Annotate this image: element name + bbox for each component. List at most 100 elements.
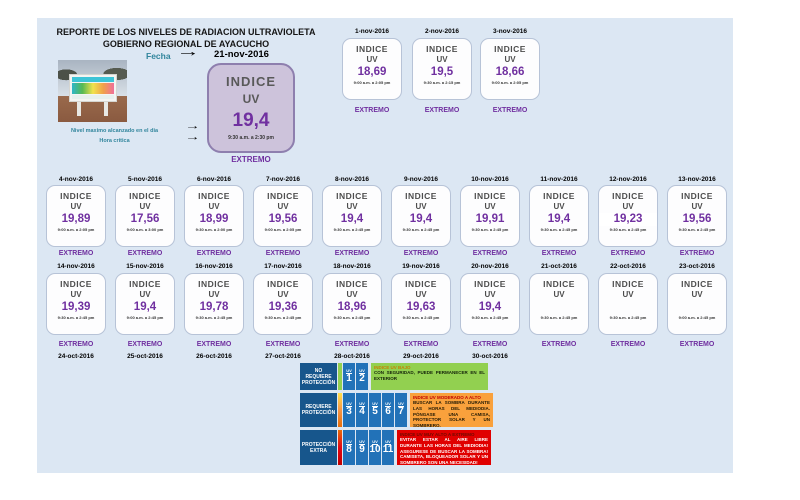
uv-tag-label: UV bbox=[346, 367, 352, 374]
uv-card[interactable]: INDICE UV 18,99 9:30 a.m. a 2:00 pm bbox=[184, 185, 244, 247]
uv-card[interactable]: INDICE UV 19,4 9:30 a.m. a 2:45 pm bbox=[391, 185, 451, 247]
extra-date-label: 26-oct-2016 bbox=[196, 353, 232, 360]
legend-info-header: INDICE UV MUY ALTO A EXTREMO bbox=[400, 432, 475, 437]
uv-card[interactable]: INDICE UV 19,23 9:30 a.m. a 2:45 pm bbox=[598, 185, 658, 247]
card-date: 22-oct-2016 bbox=[610, 263, 646, 270]
featured-time-range: 9:30 a.m. a 2:30 pm bbox=[228, 135, 274, 141]
card-indice-label: INDICE bbox=[336, 191, 368, 201]
card-time-range: 9:30 a.m. a 2:45 pm bbox=[402, 315, 440, 320]
card-time-range: 9:30 a.m. a 2:00 pm bbox=[195, 227, 233, 232]
uv-card[interactable]: INDICE UV 18,96 9:30 a.m. a 2:45 pm bbox=[322, 273, 382, 335]
uv-card[interactable]: INDICE UV 19,39 9:30 a.m. a 2:45 pm bbox=[46, 273, 106, 335]
uv-card[interactable]: INDICE UV 18,66 9:00 a.m. a 2:05 pm bbox=[480, 38, 540, 100]
uv-card[interactable]: INDICE UV 19,4 9:30 a.m. a 2:45 pm bbox=[529, 185, 589, 247]
card-uv-label: UV bbox=[691, 290, 703, 299]
card-uv-label: UV bbox=[366, 55, 378, 64]
featured-uv-card[interactable]: INDICE UV 19,4 9:30 a.m. a 2:30 pm bbox=[207, 63, 295, 153]
card-uv-value: 19,5 bbox=[430, 66, 454, 78]
uv-card[interactable]: INDICE UV 9:30 a.m. a 2:45 pm bbox=[598, 273, 658, 335]
uv-level-number: 10 bbox=[369, 443, 381, 455]
card-uv-value: 19,36 bbox=[268, 301, 298, 313]
uv-card[interactable]: INDICE UV 19,91 9:30 a.m. a 2:45 pm bbox=[460, 185, 520, 247]
uv-level-box: UV 2 bbox=[356, 363, 368, 390]
card-indice-label: INDICE bbox=[129, 279, 161, 289]
uv-level-box: UV 6 bbox=[382, 393, 394, 427]
card-date: 4-nov-2016 bbox=[59, 176, 93, 183]
uv-card[interactable]: INDICE UV 18,69 9:00 a.m. a 2:05 pm bbox=[342, 38, 402, 100]
uv-level-box: UV 7 bbox=[395, 393, 407, 427]
card-indice-label: INDICE bbox=[60, 279, 92, 289]
card-time-range: 9:30 a.m. a 2:45 pm bbox=[264, 315, 302, 320]
card-status-badge: EXTREMO bbox=[265, 341, 301, 348]
uv-card[interactable]: INDICE UV 19,56 9:00 a.m. a 2:05 pm bbox=[253, 185, 313, 247]
card-indice-label: INDICE bbox=[60, 191, 92, 201]
card-uv-label: UV bbox=[208, 202, 220, 211]
card-status-badge: EXTREMO bbox=[403, 341, 439, 348]
extra-date-label: 27-oct-2016 bbox=[265, 353, 301, 360]
card-indice-label: INDICE bbox=[612, 279, 644, 289]
uv-card[interactable]: INDICE UV 9:30 a.m. a 2:45 pm bbox=[529, 273, 589, 335]
card-uv-value: 19,4 bbox=[340, 213, 364, 225]
uv-level-number: 6 bbox=[385, 406, 391, 418]
uv-card[interactable]: INDICE UV 19,4 9:30 a.m. a 2:45 pm bbox=[322, 185, 382, 247]
uv-level-number: 4 bbox=[359, 406, 365, 418]
card-date: 8-nov-2016 bbox=[335, 176, 369, 183]
uv-tag-label: UV bbox=[359, 401, 365, 408]
uv-tag-label: UV bbox=[359, 438, 365, 445]
card-date: 23-oct-2016 bbox=[679, 263, 715, 270]
uv-level-number: 9 bbox=[359, 443, 365, 455]
card-uv-label: UV bbox=[436, 55, 448, 64]
uv-card[interactable]: INDICE UV 19,63 9:30 a.m. a 2:45 pm bbox=[391, 273, 451, 335]
uv-card[interactable]: INDICE UV 19,4 9:30 a.m. a 2:45 pm bbox=[460, 273, 520, 335]
card-date: 21-oct-2016 bbox=[541, 263, 577, 270]
card-date: 9-nov-2016 bbox=[404, 176, 438, 183]
uv-level-number: 7 bbox=[398, 406, 404, 418]
card-uv-label: UV bbox=[277, 290, 289, 299]
card-uv-label: UV bbox=[504, 55, 516, 64]
uv-card[interactable]: INDICE UV 19,4 9:00 a.m. a 2:45 pm bbox=[115, 273, 175, 335]
card-uv-label: UV bbox=[70, 290, 82, 299]
card-date: 3-nov-2016 bbox=[493, 28, 527, 35]
uv-card[interactable]: INDICE UV 19,56 9:30 a.m. a 2:45 pm bbox=[667, 185, 727, 247]
card-time-range: 9:30 a.m. a 2:15 pm bbox=[423, 80, 461, 85]
report-subtitle: GOBIERNO REGIONAL DE AYACUCHO bbox=[102, 39, 270, 49]
card-status-badge: EXTREMO bbox=[58, 341, 94, 348]
card-status-badge: EXTREMO bbox=[196, 250, 232, 257]
card-uv-label: UV bbox=[553, 202, 565, 211]
card-time-range: 9:30 a.m. a 2:45 pm bbox=[540, 315, 578, 320]
card-status-badge: EXTREMO bbox=[679, 341, 715, 348]
card-date: 12-nov-2016 bbox=[609, 176, 647, 183]
card-status-badge: EXTREMO bbox=[472, 250, 508, 257]
uv-card[interactable]: INDICE UV 9:00 a.m. a 2:45 pm bbox=[667, 273, 727, 335]
uv-card[interactable]: INDICE UV 19,89 9:00 a.m. a 2:05 pm bbox=[46, 185, 106, 247]
card-status-badge: EXTREMO bbox=[541, 341, 577, 348]
card-indice-label: INDICE bbox=[356, 44, 388, 54]
uv-level-box: UV 10 bbox=[369, 430, 381, 465]
uv-card[interactable]: INDICE UV 19,78 9:30 a.m. a 2:45 pm bbox=[184, 273, 244, 335]
card-indice-label: INDICE bbox=[474, 279, 506, 289]
card-uv-label: UV bbox=[691, 202, 703, 211]
uv-tag-label: UV bbox=[385, 438, 391, 445]
uv-tag-label: UV bbox=[398, 401, 404, 408]
legend-gradient-bar bbox=[338, 393, 342, 427]
card-uv-label: UV bbox=[553, 290, 565, 299]
card-time-range: 9:30 a.m. a 2:45 pm bbox=[678, 227, 716, 232]
uv-card[interactable]: INDICE UV 19,36 9:30 a.m. a 2:45 pm bbox=[253, 273, 313, 335]
card-status-badge: EXTREMO bbox=[127, 250, 163, 257]
uv-card[interactable]: INDICE UV 19,5 9:30 a.m. a 2:15 pm bbox=[412, 38, 472, 100]
legend-info-box: INDICE UV BAJO CON SEGURIDAD, PUEDE PERMA… bbox=[371, 363, 488, 390]
card-status-badge: EXTREMO bbox=[472, 341, 508, 348]
card-status-badge: EXTREMO bbox=[334, 341, 370, 348]
card-uv-label: UV bbox=[208, 290, 220, 299]
card-uv-label: UV bbox=[415, 290, 427, 299]
card-uv-value: 18,96 bbox=[337, 301, 367, 313]
card-uv-value: 19,63 bbox=[406, 301, 436, 313]
card-date: 20-nov-2016 bbox=[471, 263, 509, 270]
card-uv-value bbox=[599, 301, 657, 314]
legend-info-box: INDICE UV MUY ALTO A EXTREMO EVITAR ESTAR… bbox=[397, 430, 491, 465]
annotation-arrow-icon: → bbox=[185, 121, 200, 132]
uv-tag-label: UV bbox=[385, 401, 391, 408]
uv-card[interactable]: INDICE UV 17,56 9:00 a.m. a 3:00 pm bbox=[115, 185, 175, 247]
extra-date-label: 29-oct-2016 bbox=[403, 353, 439, 360]
card-uv-value: 19,23 bbox=[599, 213, 657, 226]
